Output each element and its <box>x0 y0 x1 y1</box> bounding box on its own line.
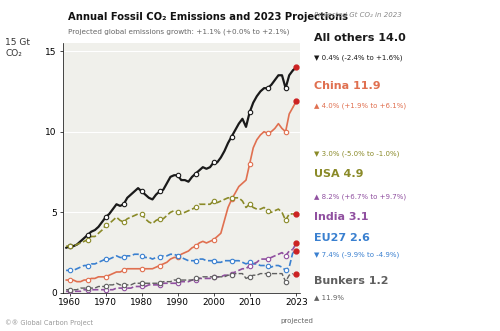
Text: ▲ 8.2% (+6.7% to +9.7%): ▲ 8.2% (+6.7% to +9.7%) <box>314 194 406 200</box>
Text: China 11.9: China 11.9 <box>314 81 380 91</box>
Text: Bunkers 1.2: Bunkers 1.2 <box>314 276 388 286</box>
Text: Projected global emissions growth: +1.1% (+0.0% to +2.1%): Projected global emissions growth: +1.1%… <box>68 28 289 35</box>
Text: projected: projected <box>280 318 313 324</box>
Text: ▼ 7.4% (-9.9% to -4.9%): ▼ 7.4% (-9.9% to -4.9%) <box>314 252 399 258</box>
Text: ▼ 3.0% (-5.0% to -1.0%): ▼ 3.0% (-5.0% to -1.0%) <box>314 151 400 157</box>
Text: USA 4.9: USA 4.9 <box>314 169 364 179</box>
Text: ▲ 11.9%: ▲ 11.9% <box>314 295 344 301</box>
Text: Projected Gt CO₂ in 2023: Projected Gt CO₂ in 2023 <box>314 12 402 18</box>
Text: ▼ 0.4% (-2.4% to +1.6%): ▼ 0.4% (-2.4% to +1.6%) <box>314 55 402 61</box>
Text: India 3.1: India 3.1 <box>314 212 368 222</box>
Text: All others 14.0: All others 14.0 <box>314 33 406 43</box>
Text: ▲ 4.0% (+1.9% to +6.1%): ▲ 4.0% (+1.9% to +6.1%) <box>314 103 406 109</box>
Text: EU27 2.6: EU27 2.6 <box>314 233 370 243</box>
Text: 15 Gt
CO₂: 15 Gt CO₂ <box>5 38 30 58</box>
Text: ©® Global Carbon Project: ©® Global Carbon Project <box>5 319 93 326</box>
Text: Annual Fossil CO₂ Emissions and 2023 Projections: Annual Fossil CO₂ Emissions and 2023 Pro… <box>68 12 347 22</box>
